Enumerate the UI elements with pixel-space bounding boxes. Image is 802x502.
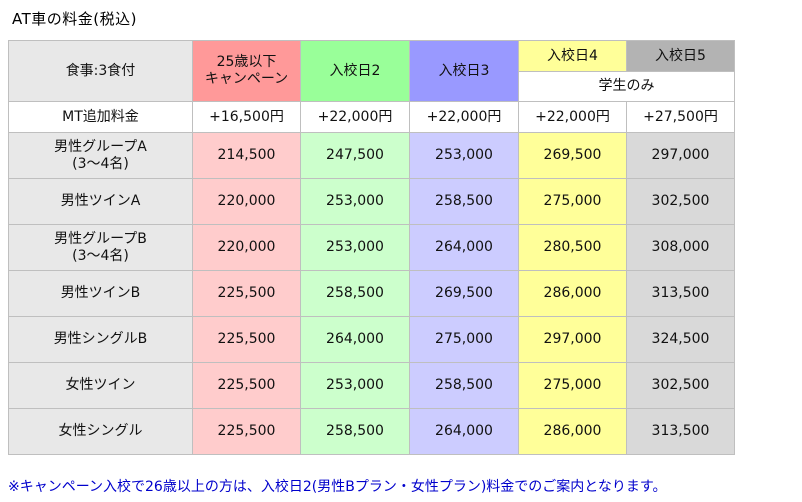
- price-cell: 258,500: [300, 270, 410, 317]
- page-title: AT車の料金(税込): [12, 10, 137, 28]
- mt-value: +16,500円: [192, 101, 301, 133]
- row-label: 男性グループA (3〜4名): [8, 132, 193, 179]
- price-cell: 258,500: [409, 362, 519, 409]
- row-label: 男性ツインB: [8, 270, 193, 317]
- meal-header: 食事:3食付: [8, 40, 193, 102]
- price-cell: 264,000: [300, 316, 410, 363]
- table-row: 男性ツインA 220,000 253,000 258,500 275,000 3…: [8, 178, 735, 225]
- price-cell: 313,500: [626, 270, 735, 317]
- header-entry-5: 入校日5: [626, 40, 735, 72]
- row-label: 男性グループB (3〜4名): [8, 224, 193, 271]
- price-cell: 214,500: [192, 132, 301, 179]
- price-cell: 275,000: [518, 362, 627, 409]
- table-row: 男性ツインB 225,500 258,500 269,500 286,000 3…: [8, 270, 735, 317]
- header-entry-3: 入校日3: [409, 40, 519, 102]
- header-campaign: 25歳以下 キャンペーン: [192, 40, 301, 102]
- price-cell: 225,500: [192, 362, 301, 409]
- price-cell: 258,500: [300, 408, 410, 455]
- mt-value: +22,000円: [518, 101, 627, 133]
- price-cell: 258,500: [409, 178, 519, 225]
- price-cell: 286,000: [518, 408, 627, 455]
- price-cell: 220,000: [192, 178, 301, 225]
- price-cell: 324,500: [626, 316, 735, 363]
- price-cell: 253,000: [300, 362, 410, 409]
- row-label: 男性シングルB: [8, 316, 193, 363]
- student-only-label: 学生のみ: [518, 71, 735, 102]
- price-cell: 302,500: [626, 178, 735, 225]
- price-cell: 253,000: [409, 132, 519, 179]
- table-row: 男性シングルB 225,500 264,000 275,000 297,000 …: [8, 316, 735, 363]
- mt-value: +22,000円: [300, 101, 410, 133]
- price-cell: 275,000: [518, 178, 627, 225]
- mt-value: +22,000円: [409, 101, 519, 133]
- header-entry-4: 入校日4: [518, 40, 627, 72]
- price-cell: 269,500: [518, 132, 627, 179]
- price-cell: 286,000: [518, 270, 627, 317]
- price-cell: 313,500: [626, 408, 735, 455]
- price-cell: 220,000: [192, 224, 301, 271]
- table-row: 女性シングル 225,500 258,500 264,000 286,000 3…: [8, 408, 735, 455]
- price-cell: 269,500: [409, 270, 519, 317]
- price-cell: 253,000: [300, 178, 410, 225]
- price-cell: 297,000: [518, 316, 627, 363]
- price-cell: 264,000: [409, 224, 519, 271]
- price-cell: 297,000: [626, 132, 735, 179]
- table-row: 男性グループA (3〜4名) 214,500 247,500 253,000 26…: [8, 132, 735, 179]
- campaign-footnote: ※キャンペーン入校で26歳以上の方は、入校日2(男性Bプラン・女性プラン)料金で…: [8, 479, 667, 495]
- price-cell: 264,000: [409, 408, 519, 455]
- price-cell: 302,500: [626, 362, 735, 409]
- price-cell: 225,500: [192, 316, 301, 363]
- row-label: 女性ツイン: [8, 362, 193, 409]
- price-table: 食事:3食付 25歳以下 キャンペーン 入校日2 入校日3 入校日4 入校日5 …: [8, 40, 735, 455]
- price-cell: 253,000: [300, 224, 410, 271]
- price-cell: 247,500: [300, 132, 410, 179]
- mt-surcharge-label: MT追加料金: [8, 101, 193, 133]
- price-cell: 275,000: [409, 316, 519, 363]
- row-label: 女性シングル: [8, 408, 193, 455]
- price-cell: 225,500: [192, 408, 301, 455]
- price-cell: 308,000: [626, 224, 735, 271]
- price-cell: 280,500: [518, 224, 627, 271]
- table-row: 女性ツイン 225,500 253,000 258,500 275,000 30…: [8, 362, 735, 409]
- mt-value: +27,500円: [626, 101, 735, 133]
- row-label: 男性ツインA: [8, 178, 193, 225]
- table-row: 男性グループB (3〜4名) 220,000 253,000 264,000 28…: [8, 224, 735, 271]
- header-entry-2: 入校日2: [300, 40, 410, 102]
- price-cell: 225,500: [192, 270, 301, 317]
